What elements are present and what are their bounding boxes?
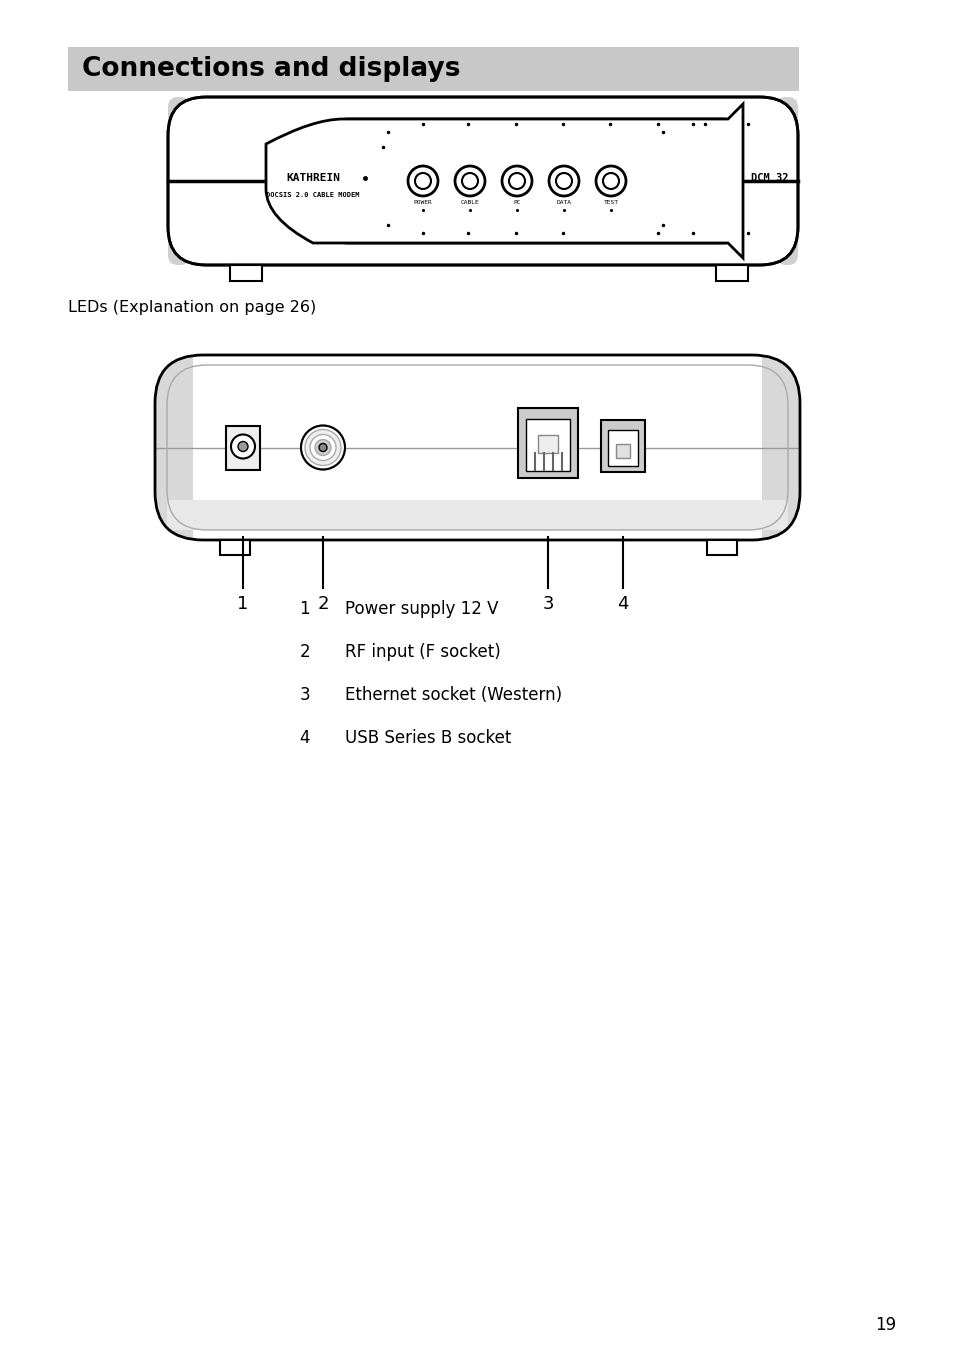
Text: POWER: POWER — [414, 200, 432, 204]
Bar — [600, 420, 644, 471]
Bar — [517, 408, 578, 477]
Text: 2: 2 — [317, 594, 329, 613]
Circle shape — [408, 166, 437, 196]
FancyBboxPatch shape — [168, 97, 797, 265]
Circle shape — [461, 173, 477, 189]
Circle shape — [314, 439, 331, 455]
Bar — [616, 443, 629, 458]
Text: DCM 32: DCM 32 — [750, 173, 788, 182]
Text: LEDs (Explanation on page 26): LEDs (Explanation on page 26) — [68, 300, 315, 315]
FancyBboxPatch shape — [193, 355, 761, 540]
Text: 4: 4 — [617, 594, 628, 613]
Circle shape — [415, 173, 431, 189]
FancyBboxPatch shape — [333, 119, 738, 243]
Circle shape — [548, 166, 578, 196]
Text: 19: 19 — [875, 1316, 896, 1333]
Text: 1: 1 — [237, 594, 249, 613]
Circle shape — [305, 430, 340, 466]
Bar — [525, 419, 569, 470]
Text: 3: 3 — [299, 686, 310, 704]
Text: Power supply 12 V: Power supply 12 V — [345, 600, 498, 617]
Circle shape — [596, 166, 625, 196]
Text: Connections and displays: Connections and displays — [82, 55, 460, 82]
Text: TEST: TEST — [603, 200, 618, 204]
Circle shape — [301, 426, 345, 470]
FancyBboxPatch shape — [775, 97, 797, 265]
Bar — [230, 265, 262, 281]
Bar — [68, 47, 799, 91]
Text: 4: 4 — [299, 730, 310, 747]
Bar — [537, 435, 558, 453]
Text: 2: 2 — [299, 643, 310, 661]
Text: KATHREIN: KATHREIN — [286, 173, 339, 182]
FancyBboxPatch shape — [154, 355, 800, 540]
PathPatch shape — [266, 104, 742, 258]
Circle shape — [602, 173, 618, 189]
Text: PC: PC — [513, 200, 520, 204]
FancyBboxPatch shape — [167, 500, 787, 530]
Circle shape — [310, 435, 335, 461]
FancyBboxPatch shape — [168, 97, 190, 265]
Circle shape — [231, 435, 254, 458]
Text: Ethernet socket (Western): Ethernet socket (Western) — [345, 686, 561, 704]
Circle shape — [237, 442, 248, 451]
Text: CABLE: CABLE — [460, 200, 478, 204]
Text: DOCSIS 2.0 CABLE MODEM: DOCSIS 2.0 CABLE MODEM — [266, 192, 359, 199]
Bar — [706, 540, 737, 555]
Text: DATA: DATA — [556, 200, 571, 204]
Text: RF input (F socket): RF input (F socket) — [345, 643, 500, 661]
Text: 1: 1 — [299, 600, 310, 617]
Text: 3: 3 — [541, 594, 553, 613]
Circle shape — [556, 173, 572, 189]
Bar — [716, 265, 747, 281]
Bar — [220, 540, 250, 555]
Bar — [607, 430, 638, 466]
Circle shape — [501, 166, 532, 196]
Circle shape — [509, 173, 524, 189]
Bar — [226, 426, 260, 470]
Circle shape — [318, 443, 327, 451]
Text: USB Series B socket: USB Series B socket — [345, 730, 511, 747]
Circle shape — [455, 166, 484, 196]
